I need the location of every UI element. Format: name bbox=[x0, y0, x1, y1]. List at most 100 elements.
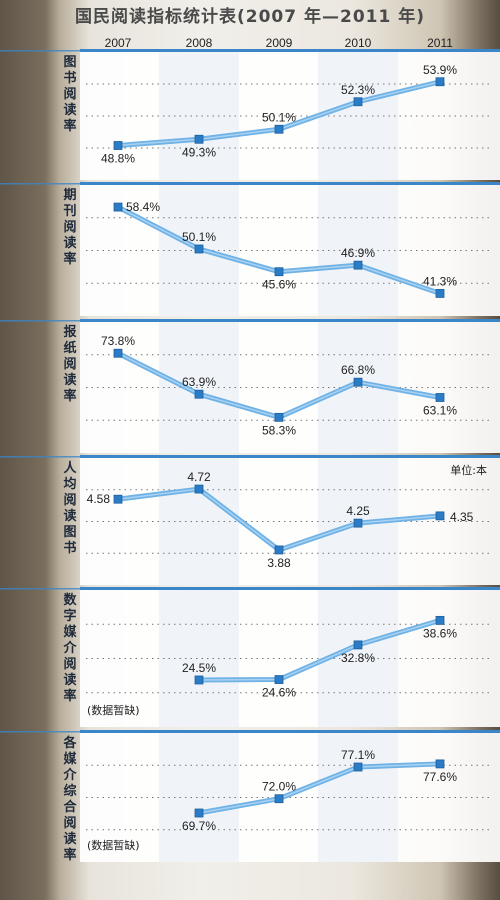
series-label-char: 人 bbox=[63, 460, 77, 476]
series-label-char: 期 bbox=[63, 188, 76, 203]
series-label-char: 率 bbox=[63, 251, 76, 267]
panel-top-band bbox=[80, 455, 500, 458]
series-label-char: 图 bbox=[63, 525, 76, 540]
data-label: 50.1% bbox=[262, 110, 296, 124]
year-label-2009: 2009 bbox=[266, 36, 293, 50]
series-label-char: 阅 bbox=[63, 492, 76, 508]
year-axis: 2007 2008 2009 2010 2011 bbox=[105, 36, 454, 50]
data-point bbox=[354, 641, 362, 649]
data-label: 24.6% bbox=[262, 686, 296, 700]
data-point bbox=[354, 261, 362, 269]
series-label-char: 阅 bbox=[63, 356, 76, 372]
series-label-char: 纸 bbox=[63, 340, 76, 356]
data-point bbox=[195, 676, 203, 684]
data-point bbox=[114, 203, 122, 211]
panel-4: 人均阅读图书 4.58 4.72 3.88 4.25 4.35 bbox=[0, 455, 500, 585]
data-label: 48.8% bbox=[101, 152, 135, 166]
data-point bbox=[275, 125, 283, 133]
column-band bbox=[159, 52, 239, 180]
missing-data-note: (数据暂缺) bbox=[87, 703, 140, 717]
data-label: 4.58 bbox=[87, 492, 111, 506]
series-label-char: 率 bbox=[63, 118, 76, 134]
series-label-char: 图 bbox=[63, 55, 76, 70]
series-label-char: 均 bbox=[63, 476, 76, 492]
data-label: 77.1% bbox=[341, 748, 375, 762]
data-point bbox=[275, 413, 283, 421]
data-label: 69.7% bbox=[182, 819, 216, 833]
series-label-char: 读 bbox=[63, 831, 76, 847]
data-point bbox=[436, 78, 444, 86]
panel-5: 数字媒介阅读率24.5%24.6%32.8%38.6% bbox=[0, 587, 500, 727]
data-label: 53.9% bbox=[423, 63, 457, 77]
data-label: 58.3% bbox=[262, 423, 296, 437]
panel-top-band-left bbox=[0, 50, 80, 52]
series-label-char: 数 bbox=[63, 592, 77, 608]
year-label-2011: 2011 bbox=[427, 36, 453, 50]
series-label-char: 刊 bbox=[63, 204, 76, 219]
data-label: 32.8% bbox=[341, 651, 375, 665]
series-label-char: 书 bbox=[63, 70, 76, 86]
series-label-char: 读 bbox=[63, 508, 76, 524]
data-point bbox=[195, 135, 203, 143]
series-label-char: 阅 bbox=[63, 219, 76, 235]
data-label: 50.1% bbox=[182, 230, 216, 244]
panel-6: 各媒介综合阅读率69.7%72.0%77.1%77.6% bbox=[0, 730, 500, 863]
data-label: 4.25 bbox=[346, 504, 370, 518]
panel-top-band bbox=[80, 730, 500, 733]
panel-top-band-left bbox=[0, 456, 80, 458]
year-label-2007: 2007 bbox=[105, 36, 132, 50]
data-label: 52.3% bbox=[341, 83, 375, 97]
data-label: 63.1% bbox=[423, 403, 457, 417]
data-point bbox=[275, 546, 283, 554]
series-label-char: 读 bbox=[63, 372, 76, 388]
data-point bbox=[114, 349, 122, 357]
data-label: 3.88 bbox=[267, 556, 291, 570]
data-point bbox=[354, 378, 362, 386]
data-point bbox=[114, 495, 122, 503]
missing-data-note: (数据暂缺) bbox=[87, 838, 140, 852]
data-label: 49.3% bbox=[182, 145, 216, 159]
panel-top-band-left bbox=[0, 588, 80, 590]
data-point bbox=[195, 485, 203, 493]
data-point bbox=[436, 393, 444, 401]
series-label-char: 率 bbox=[63, 388, 76, 404]
data-point bbox=[354, 98, 362, 106]
series-label-char: 介 bbox=[62, 640, 77, 656]
series-label-char: 率 bbox=[63, 847, 76, 863]
series-label-char: 媒 bbox=[63, 624, 77, 640]
data-label: 73.8% bbox=[101, 334, 135, 348]
data-point bbox=[275, 676, 283, 684]
data-point bbox=[436, 512, 444, 520]
column-band bbox=[159, 733, 239, 862]
data-label: 4.72 bbox=[187, 470, 211, 484]
year-label-2010: 2010 bbox=[345, 36, 372, 50]
panel-top-band bbox=[80, 587, 500, 590]
series-label-char: 各 bbox=[62, 735, 77, 751]
data-point bbox=[195, 809, 203, 817]
data-label: 38.6% bbox=[423, 626, 457, 640]
series-label-char: 字 bbox=[63, 608, 76, 624]
data-point bbox=[436, 616, 444, 624]
column-band bbox=[159, 590, 239, 727]
panel-top-band-left bbox=[0, 320, 80, 322]
data-point bbox=[275, 795, 283, 803]
series-label-char: 阅 bbox=[63, 656, 76, 672]
column-band bbox=[318, 52, 398, 180]
data-label: 4.35 bbox=[450, 510, 474, 524]
panel-top-band bbox=[80, 319, 500, 322]
data-point bbox=[195, 245, 203, 253]
data-label: 41.3% bbox=[423, 274, 457, 288]
data-point bbox=[436, 760, 444, 768]
series-label-char: 读 bbox=[63, 672, 76, 688]
data-point bbox=[275, 268, 283, 276]
data-label: 66.8% bbox=[341, 363, 375, 377]
data-point bbox=[114, 142, 122, 150]
series-label-char: 书 bbox=[63, 540, 76, 556]
series-label-char: 报 bbox=[63, 325, 77, 340]
series-label-char: 综 bbox=[63, 783, 76, 799]
data-point bbox=[436, 289, 444, 297]
series-label-char: 介 bbox=[62, 767, 77, 783]
